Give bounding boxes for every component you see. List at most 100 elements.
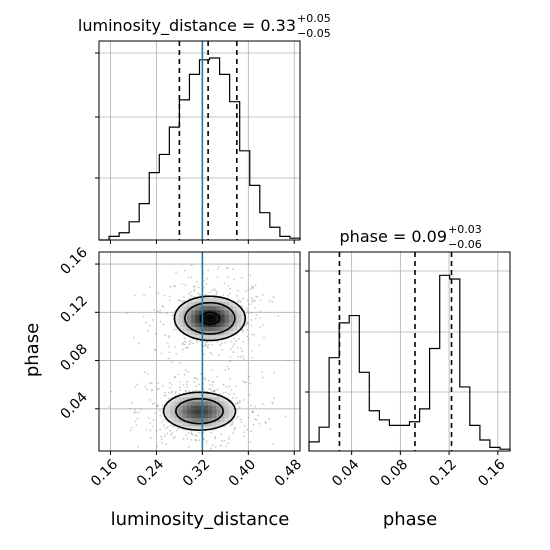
density-cell <box>220 310 225 315</box>
density-cell <box>216 334 221 340</box>
density-cell <box>203 426 209 431</box>
sample-point <box>209 447 212 450</box>
sample-point <box>235 340 238 342</box>
density-cell <box>186 409 192 414</box>
sample-point <box>187 432 190 434</box>
contour-level-0 <box>162 295 247 431</box>
density-cell <box>207 297 213 303</box>
sample-point <box>238 399 241 402</box>
sample-point <box>258 316 261 319</box>
sample-point <box>145 428 148 431</box>
density-cell <box>170 409 175 414</box>
density-cell <box>224 417 230 423</box>
sample-point <box>206 341 209 343</box>
sample-point <box>173 285 176 288</box>
density-cell <box>182 301 188 307</box>
sample-point <box>246 321 249 324</box>
sample-point <box>170 361 173 363</box>
sample-point <box>247 338 250 341</box>
density-cell <box>174 401 179 406</box>
density-cell <box>182 417 188 423</box>
density-cell <box>233 301 238 307</box>
sample-point <box>198 439 200 442</box>
sample-point <box>159 320 162 323</box>
density-cell <box>203 421 209 427</box>
density-cell <box>237 318 242 323</box>
sample-point <box>229 347 232 350</box>
density-cell <box>191 301 196 307</box>
sample-point <box>151 425 154 428</box>
sample-point <box>254 299 256 302</box>
sample-point <box>151 403 154 405</box>
sample-point <box>273 397 276 400</box>
density-cell <box>220 421 225 427</box>
sample-point <box>259 310 262 313</box>
sample-point <box>149 286 151 289</box>
sample-point <box>182 384 185 386</box>
sample-point <box>191 433 194 436</box>
sample-point <box>181 283 184 285</box>
sample-point <box>209 387 211 390</box>
sample-point <box>259 299 262 302</box>
density-cell <box>207 314 213 319</box>
density-cell <box>228 305 234 311</box>
sample-point <box>247 322 250 325</box>
sample-point <box>184 343 186 346</box>
sample-point <box>247 289 250 292</box>
sample-point <box>167 335 170 337</box>
density-cell <box>195 413 200 419</box>
density-cell <box>212 405 217 410</box>
density-cell <box>195 305 200 311</box>
sample-point <box>194 438 197 441</box>
sample-point <box>253 333 255 336</box>
sample-point <box>225 385 228 388</box>
sample-point <box>177 427 179 430</box>
density-cell <box>166 413 171 419</box>
sample-point <box>163 424 166 427</box>
density-cell <box>186 326 192 332</box>
scatter-frame <box>98 251 301 452</box>
density-cell <box>237 310 242 315</box>
sample-point <box>248 303 251 306</box>
density-cell <box>216 326 221 332</box>
sample-point <box>203 286 206 289</box>
sample-point <box>219 393 221 396</box>
sample-point <box>250 319 253 321</box>
density-cell <box>220 330 225 336</box>
sample-point <box>135 411 137 414</box>
sample-point <box>184 390 187 393</box>
density-cell <box>191 409 196 414</box>
sample-point <box>188 297 191 300</box>
x-tick-label-luminosity-distance: 0.16 <box>88 456 121 489</box>
sample-point <box>239 356 242 358</box>
sample-point <box>247 416 250 419</box>
density-cell <box>191 330 196 336</box>
density-cell <box>216 409 221 414</box>
sample-point <box>184 269 187 272</box>
sample-point <box>187 276 190 279</box>
x-tick-label-phase: 0.16 <box>475 456 508 489</box>
sample-point <box>163 394 166 397</box>
sample-point <box>136 417 139 420</box>
sample-point <box>243 425 246 427</box>
sample-point <box>142 315 145 318</box>
sample-point <box>271 402 274 405</box>
sample-point <box>249 288 252 290</box>
density-cell <box>195 326 200 332</box>
sample-point <box>247 312 250 315</box>
sample-point <box>222 294 225 296</box>
density-cell <box>166 405 171 410</box>
density-cell <box>191 413 196 419</box>
sample-point <box>183 373 186 376</box>
density-cell <box>228 401 234 406</box>
sample-point <box>143 294 145 297</box>
density-cell <box>207 326 213 332</box>
sample-point <box>248 375 251 378</box>
sample-point <box>238 300 241 302</box>
density-cell <box>203 301 209 307</box>
density-cell <box>178 397 184 402</box>
sample-point <box>177 299 180 302</box>
density-cell <box>191 401 196 406</box>
sample-point <box>209 291 211 294</box>
density-cell <box>207 409 213 414</box>
